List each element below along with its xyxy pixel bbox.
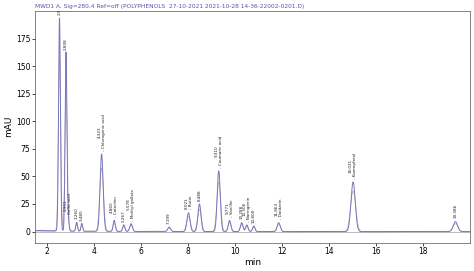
Text: 7.199: 7.199	[167, 212, 171, 224]
Text: 2.901
- Gallic acid: 2.901 - Gallic acid	[64, 193, 73, 217]
Text: 8.021
- Rutin: 8.021 - Rutin	[184, 196, 192, 209]
Text: 4.323
- Chlorogenic acid: 4.323 - Chlorogenic acid	[98, 114, 106, 151]
Text: 19.386: 19.386	[454, 204, 457, 218]
Text: 15.031
- Kaempferol: 15.031 - Kaempferol	[349, 152, 357, 179]
Text: 3.260: 3.260	[74, 208, 79, 220]
X-axis label: min: min	[244, 258, 261, 267]
Text: 10.800: 10.800	[252, 208, 256, 223]
Y-axis label: mAU: mAU	[4, 116, 13, 137]
Text: 2.530: 2.530	[57, 4, 62, 15]
Text: 3.480: 3.480	[80, 209, 84, 221]
Text: 5.267: 5.267	[122, 210, 126, 222]
Text: 10.288: 10.288	[240, 205, 244, 220]
Text: 9.310
- Coumaric acid: 9.310 - Coumaric acid	[215, 135, 223, 167]
Text: 10.506
- Naringenin: 10.506 - Naringenin	[243, 196, 251, 222]
Text: MWD1 A, Sig=280,4 Ref=off (POLYPHENOLS  27-10-2021 2021-10-28 14-36-22002-0201.D: MWD1 A, Sig=280,4 Ref=off (POLYPHENOLS 2…	[35, 4, 305, 9]
Text: 9.771
- Vanillin: 9.771 - Vanillin	[226, 200, 234, 217]
Text: 4.860
- Catechin: 4.860 - Catechin	[110, 196, 118, 217]
Text: 5.578
- Methyl gallate: 5.578 - Methyl gallate	[127, 189, 135, 221]
Text: 8.488: 8.488	[198, 189, 201, 201]
Text: 11.863
- Daidzein: 11.863 - Daidzein	[274, 199, 283, 220]
Text: 2.808: 2.808	[64, 38, 68, 50]
